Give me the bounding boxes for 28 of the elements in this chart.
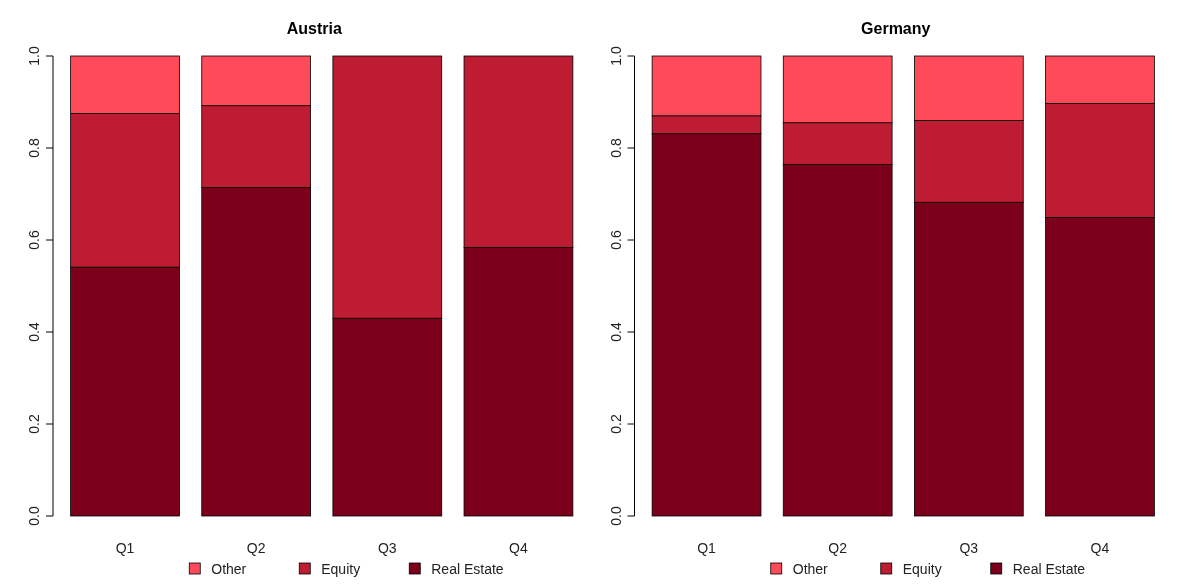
legend-label: Other bbox=[211, 561, 247, 577]
y-tick-label: 0.2 bbox=[607, 414, 624, 434]
x-tick-label: Q2 bbox=[828, 540, 848, 556]
y-tick-label: 1.0 bbox=[607, 46, 624, 66]
x-tick-label: Q4 bbox=[509, 540, 528, 556]
y-tick-label: 0.0 bbox=[607, 506, 624, 526]
chart-title: Austria bbox=[286, 20, 342, 37]
x-tick-label: Q4 bbox=[1090, 540, 1110, 556]
x-tick-label: Q3 bbox=[377, 540, 397, 556]
y-tick-label: 0.6 bbox=[26, 230, 42, 250]
y-tick-label: 0.4 bbox=[607, 322, 624, 342]
y-tick-label: 0.4 bbox=[26, 322, 42, 342]
legend-label: Real Estate bbox=[431, 561, 504, 577]
chart-title: Germany bbox=[861, 20, 931, 37]
y-tick-label: 0.2 bbox=[26, 414, 42, 434]
y-tick-label: 0.8 bbox=[607, 138, 624, 158]
y-tick-label: 0.0 bbox=[26, 506, 42, 526]
y-tick-label: 1.0 bbox=[26, 46, 42, 66]
y-tick-label: 0.6 bbox=[607, 230, 624, 250]
legend-label: Other bbox=[792, 561, 829, 577]
x-tick-label: Q1 bbox=[115, 540, 135, 556]
x-tick-label: Q2 bbox=[246, 540, 266, 556]
legend-label: Real Estate bbox=[1012, 561, 1086, 577]
legend-label: Equity bbox=[321, 561, 361, 577]
legend-label: Equity bbox=[902, 561, 942, 577]
y-tick-label: 0.8 bbox=[26, 138, 42, 158]
x-tick-label: Q1 bbox=[697, 540, 717, 556]
x-tick-label: Q3 bbox=[959, 540, 979, 556]
